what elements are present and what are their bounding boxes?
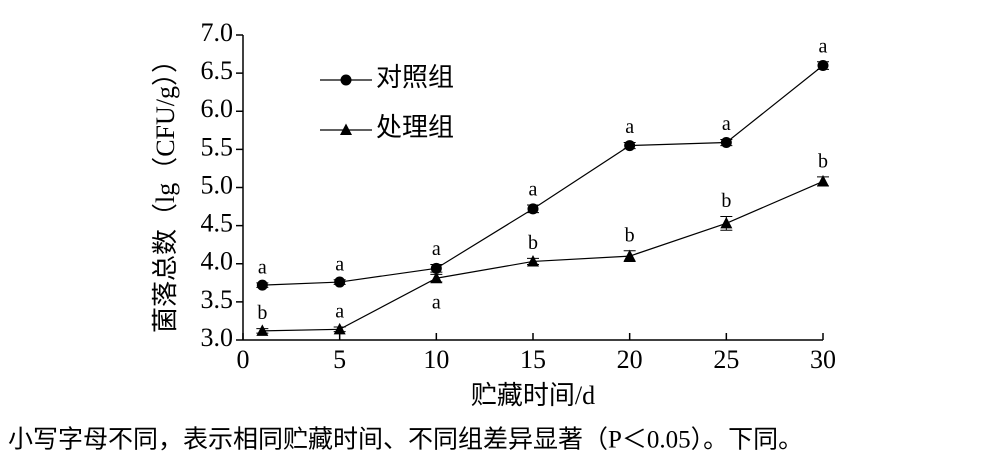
point	[430, 271, 443, 284]
significance-letter: a	[335, 253, 344, 275]
y-tick-label: 6.0	[201, 94, 234, 123]
y-tick-label: 4.0	[201, 247, 234, 276]
y-tick-label: 5.5	[201, 132, 234, 161]
point	[256, 279, 268, 291]
y-axis-label: 菌落总数（lg（CFU/g））	[151, 47, 180, 333]
y-tick-label: 6.5	[201, 56, 234, 85]
x-tick-label: 15	[520, 345, 546, 374]
point	[817, 60, 829, 71]
point	[623, 249, 636, 262]
y-tick-label: 5.0	[201, 170, 234, 199]
significance-letter: b	[818, 150, 828, 172]
y-tick-label: 4.5	[201, 209, 234, 238]
point	[527, 254, 539, 267]
significance-letter: a	[529, 179, 538, 201]
point	[624, 140, 636, 152]
y-tick-label: 7.0	[201, 18, 234, 47]
legend-label: 对照组	[376, 63, 454, 92]
point	[256, 324, 269, 336]
point	[333, 322, 346, 335]
x-tick-label: 10	[423, 345, 449, 374]
legend-marker	[340, 123, 352, 135]
x-tick-label: 5	[333, 345, 346, 374]
significance-letter: a	[432, 238, 441, 260]
significance-letter: b	[528, 232, 538, 254]
x-tick-label: 20	[617, 345, 643, 374]
significance-letter: a	[432, 292, 441, 314]
significance-letter: a	[258, 256, 267, 278]
caption: 小写字母不同，表示相同贮藏时间、不同组差异显著（P＜0.05）。下同。	[8, 426, 803, 454]
point	[720, 137, 732, 149]
x-tick-label: 25	[713, 345, 739, 374]
series-line	[262, 65, 824, 286]
point	[334, 276, 346, 288]
point	[720, 216, 733, 229]
point	[817, 174, 829, 187]
significance-letter: a	[625, 116, 634, 138]
legend-marker	[340, 74, 352, 86]
significance-letter: a	[819, 35, 828, 57]
point	[527, 203, 539, 215]
legend-label: 处理组	[376, 113, 454, 142]
x-tick-label: 30	[810, 345, 836, 374]
significance-letter: a	[722, 113, 731, 135]
y-tick-label: 3.5	[201, 285, 234, 314]
series-line	[262, 180, 824, 332]
significance-letter: b	[721, 190, 731, 212]
point	[430, 262, 442, 274]
significance-letter: b	[257, 302, 267, 324]
x-tick-label: 0	[237, 345, 250, 374]
y-tick-label: 3.0	[201, 323, 234, 352]
x-axis-label: 贮藏时间/d	[471, 381, 595, 410]
significance-letter: a	[335, 301, 344, 323]
significance-letter: b	[625, 224, 635, 246]
